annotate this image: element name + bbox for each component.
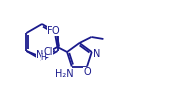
Text: N: N <box>36 50 43 60</box>
Text: H₂N: H₂N <box>55 69 74 79</box>
Text: O: O <box>52 26 59 36</box>
Text: Cl: Cl <box>43 47 53 57</box>
Text: O: O <box>83 66 91 77</box>
Text: F: F <box>47 26 53 36</box>
Text: H: H <box>41 53 46 63</box>
Text: N: N <box>93 49 100 59</box>
